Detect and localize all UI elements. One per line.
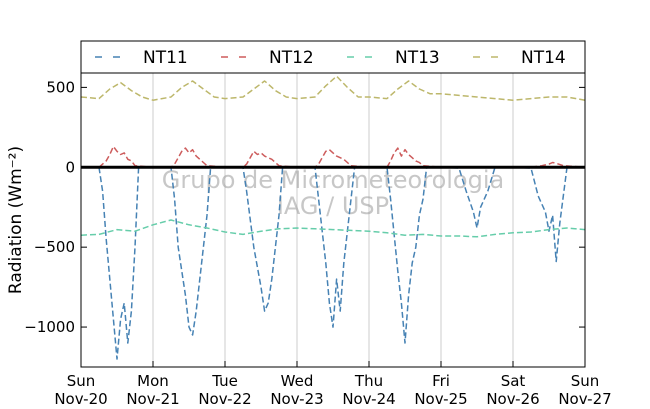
plot-border [80,72,586,368]
legend-box [80,40,586,74]
x-tick-date: Nov-22 [198,390,251,408]
x-tick-day: Sun [571,372,600,390]
x-tick-day: Mon [137,372,169,390]
x-tick-date: Nov-27 [558,390,611,408]
x-tick-day: Tue [211,372,238,390]
x-tick-date: Nov-24 [342,390,395,408]
x-tick-day: Sat [501,372,526,390]
legend-label: NT11 [143,48,188,68]
x-axis-ticks: SunNov-20MonNov-21TueNov-22WedNov-23ThuN… [54,361,612,408]
y-axis-ticks: 500 0 −500 −1000 [24,78,585,336]
x-tick-date: Nov-26 [486,390,539,408]
x-tick-day: Wed [281,372,314,390]
x-tick-date: Nov-21 [126,390,179,408]
y-axis-label: Radiation (Wm⁻²) [6,146,26,294]
x-tick-day: Sun [67,372,96,390]
x-tick-date: Nov-25 [414,390,467,408]
y-tick-label: 0 [65,158,75,176]
y-tick-label: 500 [46,78,75,96]
x-tick-date: Nov-20 [54,390,107,408]
plot-frame [80,72,586,368]
legend-label: NT13 [395,48,440,68]
watermark-line-1: Grupo de Micrometeorologia [162,166,504,194]
series-nt12 [81,145,586,169]
watermark-line-2: IAG / USP [277,192,389,220]
series-nt13 [80,219,586,238]
y-tick-label: −1000 [24,318,75,336]
watermark: Grupo de Micrometeorologia IAG / USP [162,166,504,220]
y-tick-label: −500 [34,238,75,256]
x-tick-day: Thu [354,372,383,390]
x-tick-day: Fri [432,372,450,390]
series-nt14 [80,75,586,101]
legend: NT11 NT12 NT13 NT14 [80,40,586,74]
legend-label: NT14 [521,48,566,68]
grid-lines [152,73,514,367]
x-tick-date: Nov-23 [270,390,323,408]
legend-label: NT12 [269,48,314,68]
